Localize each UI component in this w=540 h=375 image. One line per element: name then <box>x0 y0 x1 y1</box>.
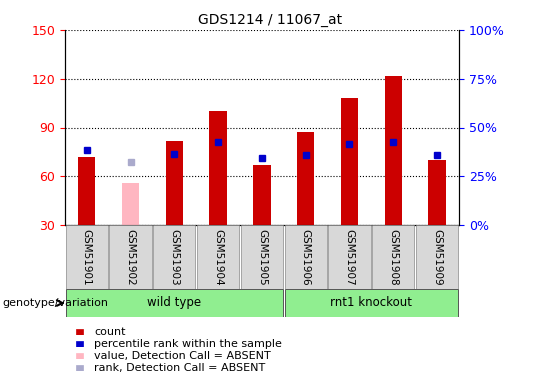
Bar <box>297 132 314 225</box>
Text: rnt1 knockout: rnt1 knockout <box>330 296 413 309</box>
Text: GSM51909: GSM51909 <box>432 228 442 285</box>
Bar <box>78 157 96 225</box>
Bar <box>77 365 83 370</box>
Bar <box>66 289 283 317</box>
Bar <box>328 225 370 289</box>
Bar <box>241 225 283 289</box>
Bar <box>253 165 271 225</box>
Text: GSM51905: GSM51905 <box>257 228 267 285</box>
Text: genotype/variation: genotype/variation <box>3 298 109 308</box>
Bar <box>77 353 83 358</box>
Text: value, Detection Call = ABSENT: value, Detection Call = ABSENT <box>94 351 271 361</box>
Text: GSM51908: GSM51908 <box>388 228 399 285</box>
Text: GSM51907: GSM51907 <box>345 228 354 285</box>
Bar <box>77 329 83 334</box>
Bar <box>153 225 195 289</box>
Text: GSM51901: GSM51901 <box>82 228 92 285</box>
Bar <box>384 75 402 225</box>
Text: GSM51904: GSM51904 <box>213 228 223 285</box>
Bar <box>197 225 239 289</box>
Bar <box>285 289 458 317</box>
Text: GSM51903: GSM51903 <box>170 228 179 285</box>
Text: GSM51906: GSM51906 <box>301 228 310 285</box>
Bar <box>122 183 139 225</box>
Text: wild type: wild type <box>147 296 201 309</box>
Bar <box>210 111 227 225</box>
Bar <box>66 225 107 289</box>
Bar <box>341 98 358 225</box>
Text: GDS1214 / 11067_at: GDS1214 / 11067_at <box>198 13 342 27</box>
Text: count: count <box>94 327 126 337</box>
Bar <box>110 225 152 289</box>
Text: GSM51902: GSM51902 <box>125 228 136 285</box>
Text: rank, Detection Call = ABSENT: rank, Detection Call = ABSENT <box>94 363 266 373</box>
Bar <box>285 225 327 289</box>
Bar <box>416 225 458 289</box>
Bar <box>77 341 83 346</box>
Text: percentile rank within the sample: percentile rank within the sample <box>94 339 282 349</box>
Bar <box>372 225 414 289</box>
Bar <box>166 141 183 225</box>
Bar <box>428 160 446 225</box>
